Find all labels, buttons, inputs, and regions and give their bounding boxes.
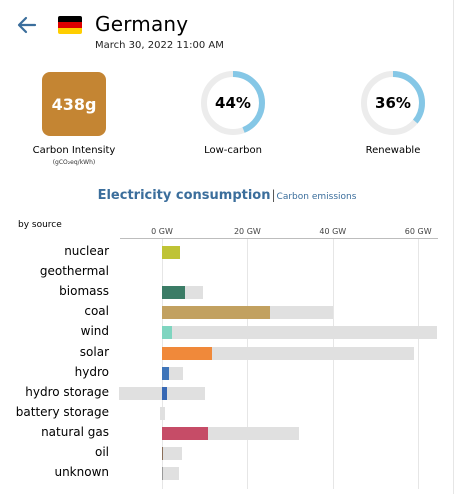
x-tick-label: 60 GW [404, 227, 432, 236]
production-bar[interactable] [162, 366, 169, 380]
capacity-bar[interactable] [162, 326, 438, 340]
capacity-bar[interactable] [162, 346, 414, 360]
category-label: solar [79, 344, 109, 359]
category-label: nuclear [64, 244, 109, 258]
category-label: unknown [54, 465, 109, 480]
chart-mode-tabs: Electricity consumption|Carbon emissions [0, 184, 454, 203]
x-tick-label: 40 GW [319, 227, 347, 236]
tab-carbon-emissions[interactable]: Carbon emissions [276, 192, 357, 202]
low-carbon-label: Low-carbon [204, 145, 262, 156]
datetime-text: March 30, 2022 11:00 AM [95, 40, 224, 51]
arrow-left-icon [17, 16, 37, 34]
production-bar[interactable] [162, 246, 180, 259]
category-label: geothermal [39, 264, 109, 279]
category-label: battery storage [15, 404, 109, 419]
low-carbon-percent: 44% [215, 94, 251, 112]
category-label: wind [80, 324, 109, 339]
x-tick-label: 20 GW [233, 227, 261, 236]
capacity-bar[interactable] [162, 467, 180, 481]
grid-line [332, 239, 334, 489]
chart-axis-line [120, 238, 438, 239]
germany-flag-icon [58, 16, 82, 34]
production-bar[interactable] [162, 306, 271, 320]
category-label: oil [94, 445, 109, 459]
production-bar[interactable] [162, 386, 168, 400]
production-bar[interactable] [162, 467, 163, 481]
category-label: biomass [59, 284, 109, 299]
zone-title: Germany [95, 12, 189, 36]
renewable-ring-fill [361, 71, 425, 135]
category-label: hydro [74, 364, 109, 379]
tab-electricity-consumption[interactable]: Electricity consumption [97, 188, 271, 203]
carbon-intensity-badge: 438g [42, 72, 106, 136]
category-label: natural gas [41, 424, 109, 439]
renewable-ring [361, 71, 425, 135]
production-bar[interactable] [162, 447, 163, 460]
x-tick-label: 0 GW [151, 227, 173, 236]
renewable-label: Renewable [365, 145, 421, 156]
category-label: hydro storage [25, 384, 109, 399]
production-bar[interactable] [162, 426, 209, 440]
grid-line [418, 239, 420, 489]
low-carbon-ring [201, 71, 265, 135]
chart-title: by source [18, 220, 62, 230]
carbon-intensity-value: 438g [51, 94, 97, 114]
capacity-bar[interactable] [159, 406, 165, 420]
tab-separator: | [271, 188, 276, 202]
grid-line [162, 239, 163, 489]
capacity-bar[interactable] [119, 386, 205, 400]
category-label: coal [84, 304, 109, 319]
renewable-percent: 36% [375, 94, 411, 112]
back-button[interactable] [16, 14, 38, 36]
low-carbon-ring-fill [201, 71, 265, 135]
grid-line [247, 239, 249, 489]
carbon-intensity-label: Carbon Intensity [32, 145, 116, 156]
production-bar[interactable] [162, 286, 185, 300]
capacity-bar[interactable] [162, 447, 183, 460]
carbon-intensity-unit: (gCO₂eq/kWh) [52, 159, 96, 166]
production-bar[interactable] [162, 326, 172, 340]
production-bar[interactable] [162, 346, 212, 360]
